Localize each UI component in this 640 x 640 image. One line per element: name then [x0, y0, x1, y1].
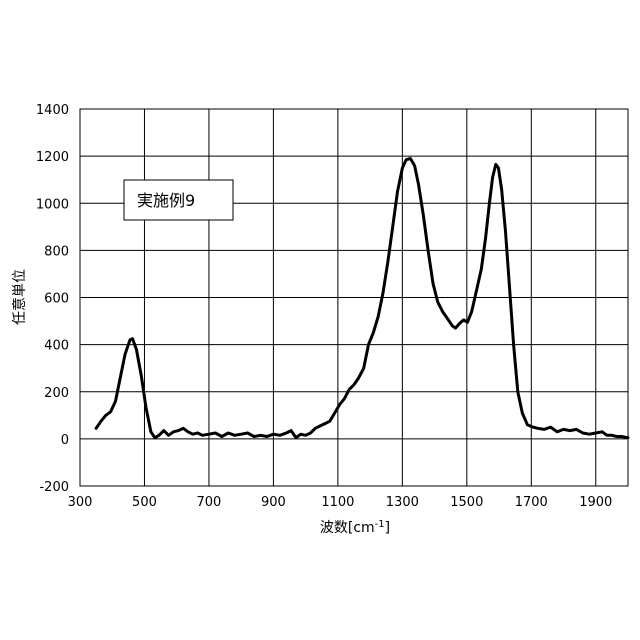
- annotation-box: 実施例9: [124, 180, 233, 220]
- y-tick-label: 200: [44, 386, 69, 401]
- x-tick-label: 300: [68, 495, 93, 510]
- y-tick-label: 0: [61, 433, 69, 448]
- x-axis-title-superscript: -1: [375, 519, 385, 530]
- x-tick-label: 1300: [386, 495, 419, 510]
- x-tick-labels: 300 500 700 900 1100 1300 1500 1700 1900: [68, 495, 613, 510]
- x-tick-label: 1500: [450, 495, 483, 510]
- x-axis-title-end: ]: [385, 520, 390, 536]
- x-tick-label: 900: [261, 495, 286, 510]
- y-tick-labels: -200 0 200 400 600 800 1000 1200 1400: [36, 103, 69, 495]
- x-tick-label: 1700: [515, 495, 548, 510]
- x-tick-label: 700: [197, 495, 222, 510]
- y-tick-label: 600: [44, 292, 69, 307]
- x-tick-label: 1900: [579, 495, 612, 510]
- y-tick-label: 1000: [36, 197, 69, 212]
- x-tick-label: 500: [132, 495, 157, 510]
- y-axis-title: 任意単位: [11, 269, 28, 325]
- annotation-label: 実施例9: [137, 191, 195, 210]
- y-tick-label: 800: [44, 244, 69, 259]
- x-axis-title-main: 波数[cm: [320, 520, 375, 536]
- y-tick-label: 1200: [36, 150, 69, 165]
- x-axis-title: 波数[cm-1]: [320, 519, 390, 536]
- y-tick-label: 1400: [36, 103, 69, 118]
- y-tick-label: -200: [39, 480, 69, 495]
- y-tick-label: 400: [44, 339, 69, 354]
- x-tick-label: 1100: [321, 495, 354, 510]
